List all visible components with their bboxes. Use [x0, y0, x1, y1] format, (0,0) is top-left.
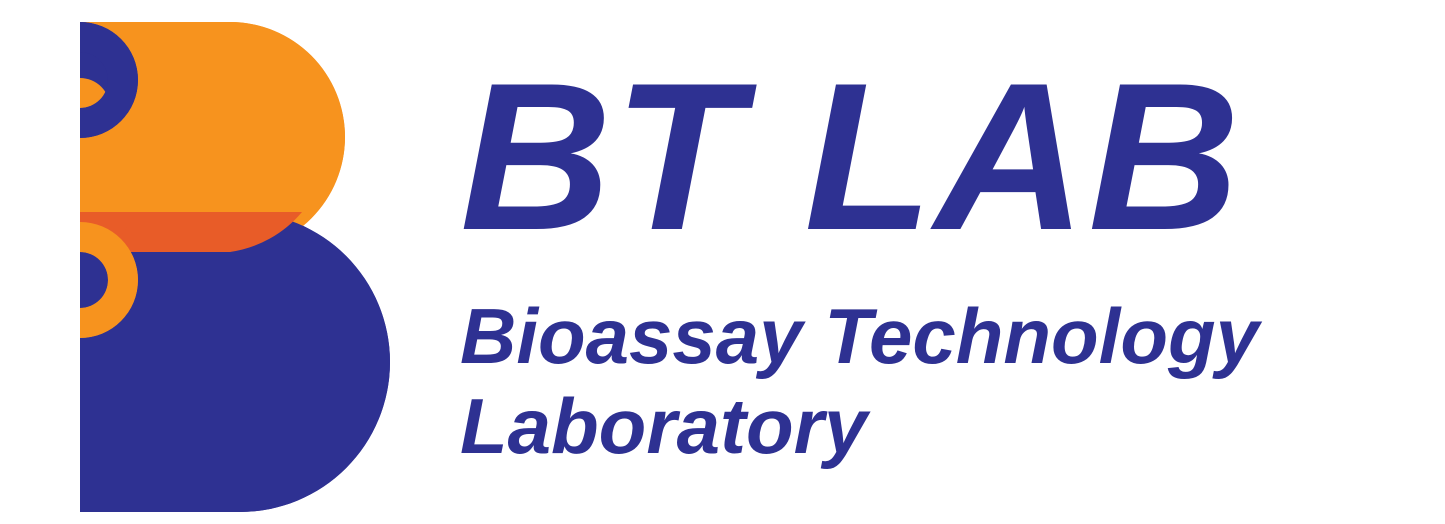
subtitle-line-1: Bioassay Technology	[460, 292, 1259, 380]
logo-b-icon	[20, 12, 400, 512]
brand-subtitle: Bioassay Technology Laboratory	[460, 292, 1259, 471]
brand-main-title: BT LAB	[460, 52, 1259, 262]
logo-text-block: BT LAB Bioassay Technology Laboratory	[460, 52, 1259, 471]
logo-mark	[20, 12, 400, 512]
subtitle-line-2: Laboratory	[460, 382, 867, 470]
logo-container: BT LAB Bioassay Technology Laboratory	[0, 0, 1445, 524]
